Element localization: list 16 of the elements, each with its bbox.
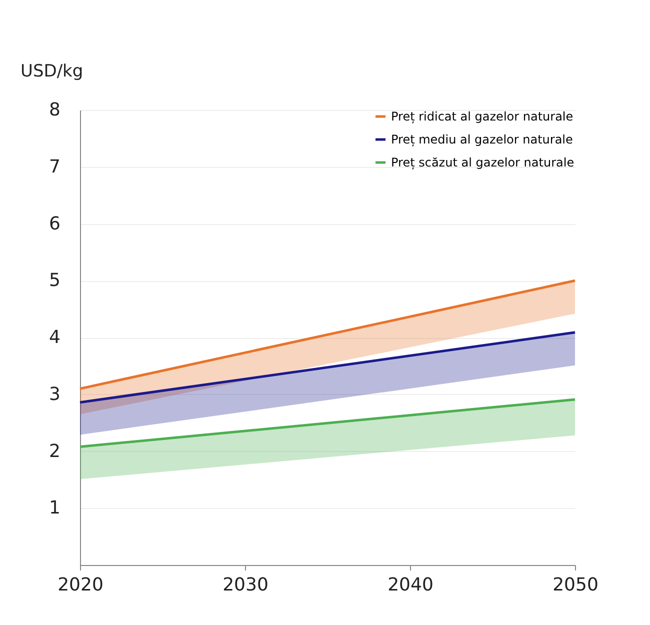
legend-label: Preț mediu al gazelor naturale [391,132,573,146]
legend-label: Preț ridicat al gazelor naturale [391,110,574,124]
x-tick-label: 2040 [388,574,434,596]
y-tick-label: 3 [49,384,60,405]
y-tick-label: 2 [49,440,60,462]
y-tick-label: 8 [49,100,60,120]
legend-label: Preț scăzut al gazelor naturale [391,156,574,170]
y-tick-label: 4 [49,327,60,348]
y-tick-label: 6 [49,213,60,234]
y-tick-label: 5 [49,270,60,292]
x-tick-label: 2050 [552,574,598,596]
x-tick-label: 2030 [222,574,268,596]
y-tick-label: 7 [49,156,60,178]
y-tick-label: 1 [49,498,60,519]
x-tick-label: 2020 [58,574,104,596]
y-axis-title: USD/kg [20,62,84,82]
